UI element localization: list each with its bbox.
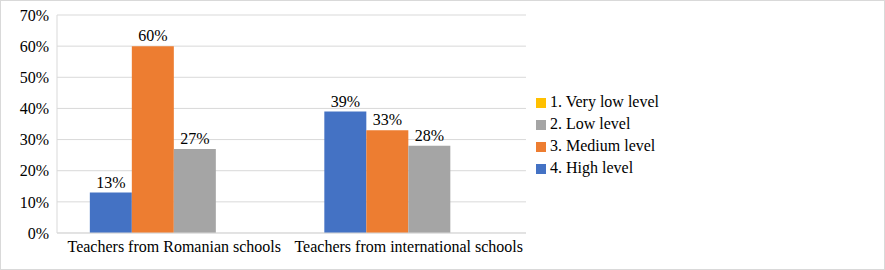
- html-text:1. Very low level: 1. Very low level: [550, 93, 659, 110]
- svg-text:33%: 33%: [373, 111, 402, 128]
- svg-text:70%: 70%: [20, 7, 49, 24]
- html-text:4. High level: 4. High level: [550, 159, 634, 176]
- svg-text:Teachers from international sc: Teachers from international schools: [294, 238, 523, 255]
- svg-text:10%: 10%: [20, 194, 49, 211]
- svg-text:50%: 50%: [20, 69, 49, 86]
- svg-text:39%: 39%: [331, 93, 360, 110]
- svg-text:Teachers from Romanian schools: Teachers from Romanian schools: [68, 238, 281, 255]
- svg-text:13%: 13%: [96, 174, 125, 191]
- svg-text:60%: 60%: [138, 27, 167, 44]
- svg-text:60%: 60%: [20, 38, 49, 55]
- html-text:3. Medium level: 3. Medium level: [550, 137, 656, 154]
- svg-text:0%: 0%: [28, 225, 49, 242]
- svg-text:20%: 20%: [20, 162, 49, 179]
- svg-text:28%: 28%: [415, 127, 444, 144]
- svg-text:30%: 30%: [20, 131, 49, 148]
- html-text:2. Low level: 2. Low level: [550, 115, 631, 132]
- svg-text:40%: 40%: [20, 100, 49, 117]
- svg-text:27%: 27%: [180, 130, 209, 147]
